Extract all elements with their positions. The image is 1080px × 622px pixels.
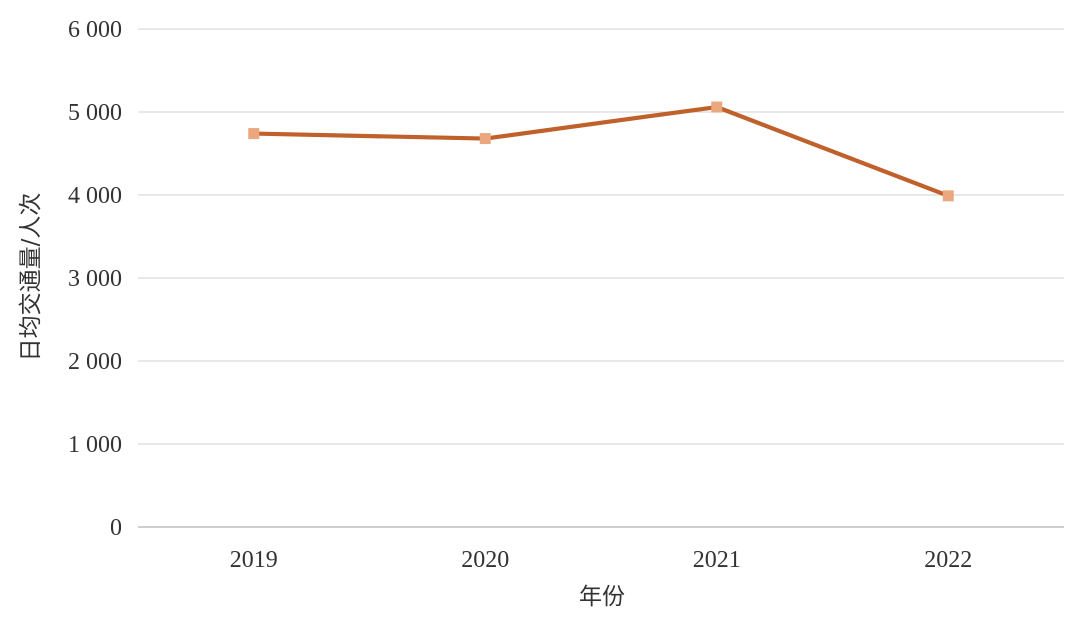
data-series — [251, 104, 951, 198]
y-axis-tick-labels: 0 1 000 2 000 3 000 4 000 5 000 6 000 — [68, 17, 122, 541]
y-tick-label: 6 000 — [68, 17, 122, 43]
y-tick-label: 0 — [110, 515, 122, 541]
x-tick-label: 2021 — [693, 547, 741, 573]
y-tick-label: 5 000 — [68, 100, 122, 126]
x-axis-tick-labels: 2019 2020 2021 2022 — [230, 547, 973, 573]
y-tick-label: 4 000 — [68, 183, 122, 209]
y-tick-label: 3 000 — [68, 266, 122, 292]
data-point-marker — [248, 128, 260, 140]
x-tick-label: 2019 — [230, 547, 278, 573]
series-line — [251, 104, 951, 198]
x-axis-title: 年份 — [579, 584, 625, 610]
x-tick-label: 2020 — [461, 547, 509, 573]
data-point-marker — [479, 133, 491, 145]
y-axis-title: 日均交通量/人次 — [18, 193, 44, 362]
data-point-marker — [711, 101, 723, 113]
data-markers — [248, 101, 954, 202]
gridlines — [138, 28, 1064, 528]
x-tick-label: 2022 — [924, 547, 972, 573]
y-tick-label: 1 000 — [68, 432, 122, 458]
data-point-marker — [942, 190, 954, 202]
y-tick-label: 2 000 — [68, 349, 122, 375]
